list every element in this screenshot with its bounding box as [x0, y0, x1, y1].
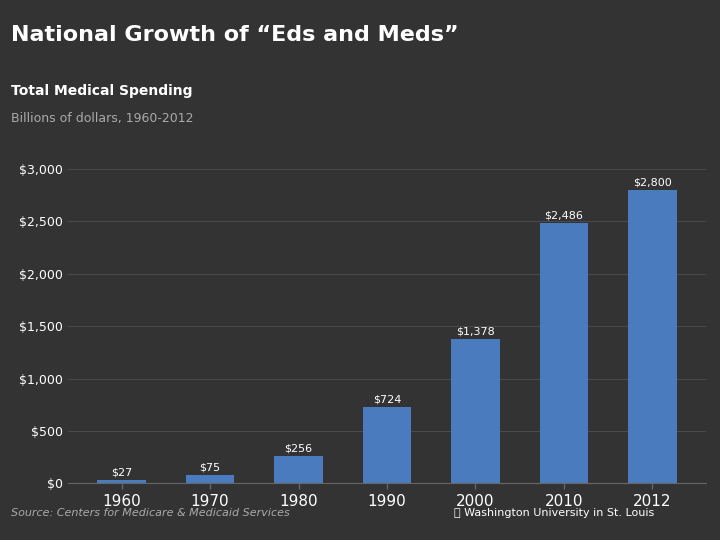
- Text: $2,800: $2,800: [633, 178, 672, 187]
- Text: $256: $256: [284, 444, 312, 454]
- Text: ⒱ Washington University in St. Louis: ⒱ Washington University in St. Louis: [454, 508, 654, 518]
- Text: $75: $75: [199, 463, 221, 473]
- Bar: [451, 339, 500, 483]
- Bar: [274, 456, 323, 483]
- Bar: [97, 481, 146, 483]
- Text: $1,378: $1,378: [456, 326, 495, 336]
- Text: $724: $724: [373, 395, 401, 405]
- Text: National Growth of “Eds and Meds”: National Growth of “Eds and Meds”: [11, 25, 459, 45]
- Text: Billions of dollars, 1960-2012: Billions of dollars, 1960-2012: [11, 112, 193, 125]
- Bar: [628, 190, 677, 483]
- Bar: [539, 223, 588, 483]
- Text: Source: Centers for Medicare & Medicaid Services: Source: Centers for Medicare & Medicaid …: [11, 508, 289, 518]
- Text: Total Medical Spending: Total Medical Spending: [11, 84, 192, 98]
- Text: $27: $27: [111, 468, 132, 478]
- Bar: [363, 408, 411, 483]
- Text: $2,486: $2,486: [544, 210, 583, 220]
- Bar: [186, 475, 235, 483]
